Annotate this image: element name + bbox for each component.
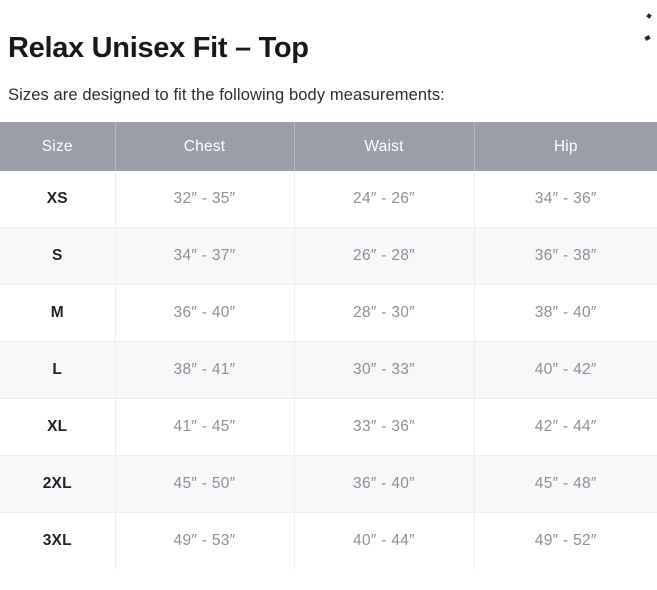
cell-hip: 49″ - 52″	[534, 532, 597, 549]
cell-size: L	[0, 341, 116, 399]
cell-size: S	[0, 227, 116, 285]
cell-chest: 32″ - 35″	[115, 171, 295, 228]
cell-size: XS	[0, 171, 116, 228]
cell-waist: 24″ - 26″	[294, 171, 475, 228]
cell-waist: 26″ - 28″	[294, 227, 475, 285]
table-row: S 34″ - 37″ 26″ - 28″ 36″ - 38″	[0, 227, 657, 285]
cell-waist: 36″ - 40″	[294, 455, 475, 513]
size-chart-table-container: Size Chest Waist Hip XS 32″ - 35″ 24″ - …	[0, 122, 657, 569]
cell-waist: 33″ - 36″	[294, 398, 475, 456]
size-chart-table: Size Chest Waist Hip XS 32″ - 35″ 24″ - …	[0, 122, 657, 569]
page-title: Relax Unisex Fit – Top	[8, 32, 309, 64]
table-row: XS 32″ - 35″ 24″ - 26″ 34″ - 36″	[0, 171, 657, 228]
cell-hip: 36″ - 38″	[474, 227, 657, 285]
table-row: 3XL 49″ - 53″ 40″ - 44″ 49″ - 52″	[0, 512, 657, 569]
cell-chest: 34″ - 37″	[115, 227, 295, 285]
cell-chest: 41″ - 45″	[115, 398, 295, 456]
cell-hip: 34″ - 36″	[474, 171, 657, 228]
cell-chest: 45″ - 50″	[115, 455, 295, 513]
column-header-waist: Waist	[294, 122, 475, 171]
cell-size: 3XL	[0, 512, 116, 569]
cell-hip: 45″ - 48″	[474, 455, 657, 513]
cell-size: XL	[0, 398, 116, 456]
cell-hip: 38″ - 40″	[474, 284, 657, 342]
cell-chest: 36″ - 40″	[115, 284, 295, 342]
page-subtitle: Sizes are designed to fit the following …	[8, 86, 445, 104]
cell-chest: 38″ - 41″	[115, 341, 295, 399]
corner-mark-lower	[644, 35, 651, 41]
corner-mark-upper	[646, 13, 652, 19]
cell-waist: 30″ - 33″	[294, 341, 475, 399]
column-header-chest: Chest	[115, 122, 295, 171]
column-header-size: Size	[0, 122, 116, 171]
table-row: M 36″ - 40″ 28″ - 30″ 38″ - 40″	[0, 284, 657, 342]
cell-waist: 40″ - 44″	[294, 512, 475, 569]
table-header-row: Size Chest Waist Hip	[0, 122, 657, 171]
cell-waist: 28″ - 30″	[294, 284, 475, 342]
cell-hip: 42″ - 44″	[474, 398, 657, 456]
cell-size: M	[0, 284, 116, 342]
cell-size: 2XL	[0, 455, 116, 513]
cell-hip: 40″ - 42″	[474, 341, 657, 399]
clipped-corner-marks-icon	[635, 8, 653, 46]
table-row: L 38″ - 41″ 30″ - 33″ 40″ - 42″	[0, 341, 657, 399]
table-row: XL 41″ - 45″ 33″ - 36″ 42″ - 44″	[0, 398, 657, 456]
table-header: Size Chest Waist Hip	[0, 122, 657, 171]
table-row: 2XL 45″ - 50″ 36″ - 40″ 45″ - 48″	[0, 455, 657, 513]
column-header-hip: Hip	[553, 137, 578, 155]
cell-chest: 49″ - 53″	[115, 512, 295, 569]
table-body: XS 32″ - 35″ 24″ - 26″ 34″ - 36″ S 34″ -…	[0, 171, 657, 569]
